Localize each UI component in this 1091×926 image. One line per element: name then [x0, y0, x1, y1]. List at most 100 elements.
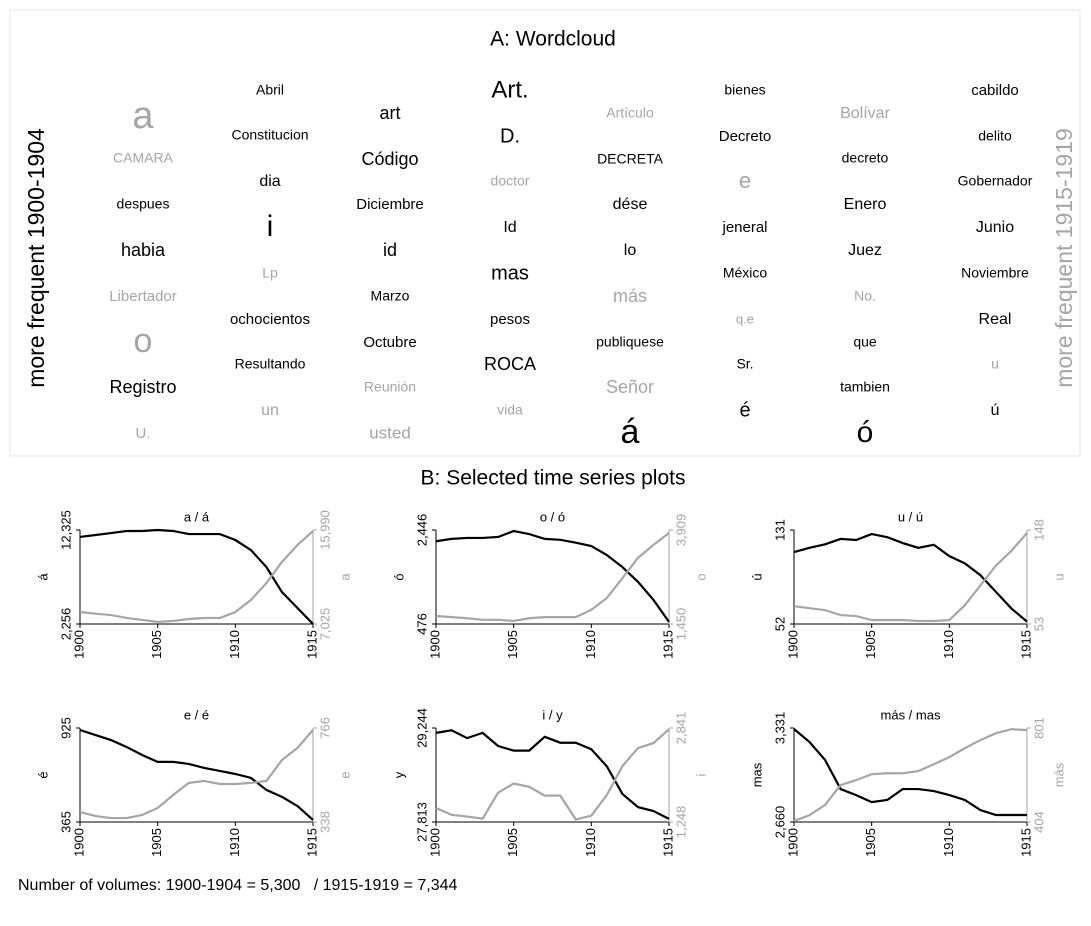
- word: vida: [497, 402, 523, 418]
- axis-label: u: [1051, 573, 1066, 580]
- word: doctor: [491, 173, 530, 189]
- word: o: [134, 322, 153, 360]
- word: Junio: [976, 219, 1014, 236]
- y2-tick-label: 7,025: [317, 608, 332, 641]
- y-tick-label: 3,331: [772, 712, 787, 745]
- word: e: [739, 168, 751, 193]
- word: Lp: [262, 265, 278, 281]
- word: ó: [857, 416, 874, 449]
- panel-title: e / é: [184, 707, 209, 722]
- x-tick-label: 1900: [427, 828, 442, 857]
- x-tick-label: 1910: [583, 828, 598, 857]
- y-tick-label: 2,256: [58, 608, 73, 641]
- word: U.: [136, 425, 151, 442]
- x-tick-label: 1915: [660, 828, 675, 857]
- series-line: [79, 528, 314, 625]
- y-tick-label: 2,660: [772, 806, 787, 839]
- y-tick-label: 2,446: [414, 514, 429, 547]
- word: CAMARA: [113, 150, 174, 166]
- word: u: [991, 356, 999, 372]
- x-tick-label: 1910: [583, 630, 598, 659]
- word: Reunión: [364, 379, 416, 395]
- y-tick-label: 131: [772, 519, 787, 541]
- x-tick-label: 1905: [149, 630, 164, 659]
- word: Bolívar: [840, 105, 890, 122]
- axis-label: á: [35, 573, 50, 581]
- x-tick-label: 1910: [941, 630, 956, 659]
- x-tick-label: 1910: [941, 828, 956, 857]
- word: art: [379, 103, 400, 123]
- word: México: [723, 265, 768, 281]
- word: Enero: [844, 196, 887, 213]
- word: Decreto: [719, 128, 772, 145]
- word: Gobernador: [958, 173, 1033, 189]
- x-tick-label: 1900: [71, 630, 86, 659]
- word: a: [132, 95, 154, 137]
- word: No.: [854, 288, 876, 304]
- x-tick-label: 1910: [227, 630, 242, 659]
- word: Juez: [848, 242, 882, 259]
- x-tick-label: 1905: [863, 828, 878, 857]
- word: dése: [613, 196, 648, 213]
- word: D.: [500, 125, 520, 147]
- word: ú: [991, 402, 1000, 419]
- word: Sr.: [736, 356, 753, 372]
- y-tick-label: 925: [58, 717, 73, 739]
- y2-tick-label: 148: [1031, 519, 1046, 541]
- word: Marzo: [371, 288, 410, 304]
- x-tick-label: 1915: [660, 630, 675, 659]
- wordcloud-frame: [9, 9, 1081, 457]
- word: más: [613, 286, 647, 306]
- axis-label: mas: [749, 762, 764, 787]
- y2-tick-label: 766: [317, 717, 332, 739]
- left-label: more frequent 1900-1904: [23, 128, 49, 388]
- word: decreto: [842, 150, 889, 166]
- word: á: [621, 413, 640, 451]
- word: Código: [361, 149, 418, 169]
- axis-label: a: [337, 573, 352, 581]
- series-line: [793, 532, 1028, 623]
- y-tick-label: 29,244: [414, 708, 429, 748]
- word: Constitucion: [231, 127, 308, 143]
- word: Octubre: [363, 334, 416, 351]
- x-tick-label: 1905: [863, 630, 878, 659]
- section-title: B: Selected time series plots: [421, 467, 686, 490]
- x-tick-label: 1915: [304, 630, 319, 659]
- y-tick-label: 27,813: [414, 802, 429, 842]
- word: bienes: [724, 82, 765, 98]
- word: DECRETA: [597, 151, 664, 167]
- series-line: [793, 728, 1027, 817]
- word: mas: [491, 262, 529, 284]
- x-tick-label: 1900: [71, 828, 86, 857]
- word: ochocientos: [230, 311, 310, 328]
- word: q.e: [736, 311, 754, 326]
- series-line: [435, 728, 670, 821]
- word: id: [383, 240, 397, 260]
- word: Id: [503, 219, 516, 236]
- y2-tick-label: 2,841: [673, 712, 688, 745]
- y-tick-label: 52: [772, 617, 787, 631]
- series-line: [435, 529, 670, 623]
- word: i: [267, 210, 274, 243]
- x-tick-label: 1900: [785, 630, 800, 659]
- axis-label: é: [35, 771, 50, 778]
- word: Diciembre: [356, 196, 424, 213]
- word: Real: [979, 311, 1012, 328]
- y2-tick-label: 1,248: [673, 806, 688, 839]
- panel-title: u / ú: [898, 509, 923, 524]
- axis-label: más: [1051, 762, 1066, 787]
- word: publiquese: [596, 334, 664, 350]
- word: cabildo: [971, 82, 1019, 99]
- panel-title: i / y: [542, 707, 563, 722]
- axis-label: y: [391, 771, 406, 778]
- word: habia: [121, 240, 166, 260]
- axis-label: e: [337, 771, 352, 778]
- axis-label: ó: [391, 573, 406, 580]
- y2-tick-label: 3,909: [673, 514, 688, 547]
- axis-label: i: [693, 773, 708, 776]
- word: que: [853, 334, 877, 350]
- y-tick-label: 12,325: [58, 510, 73, 550]
- word: despues: [117, 196, 170, 212]
- word: Artículo: [606, 105, 654, 121]
- x-tick-label: 1915: [1018, 630, 1033, 659]
